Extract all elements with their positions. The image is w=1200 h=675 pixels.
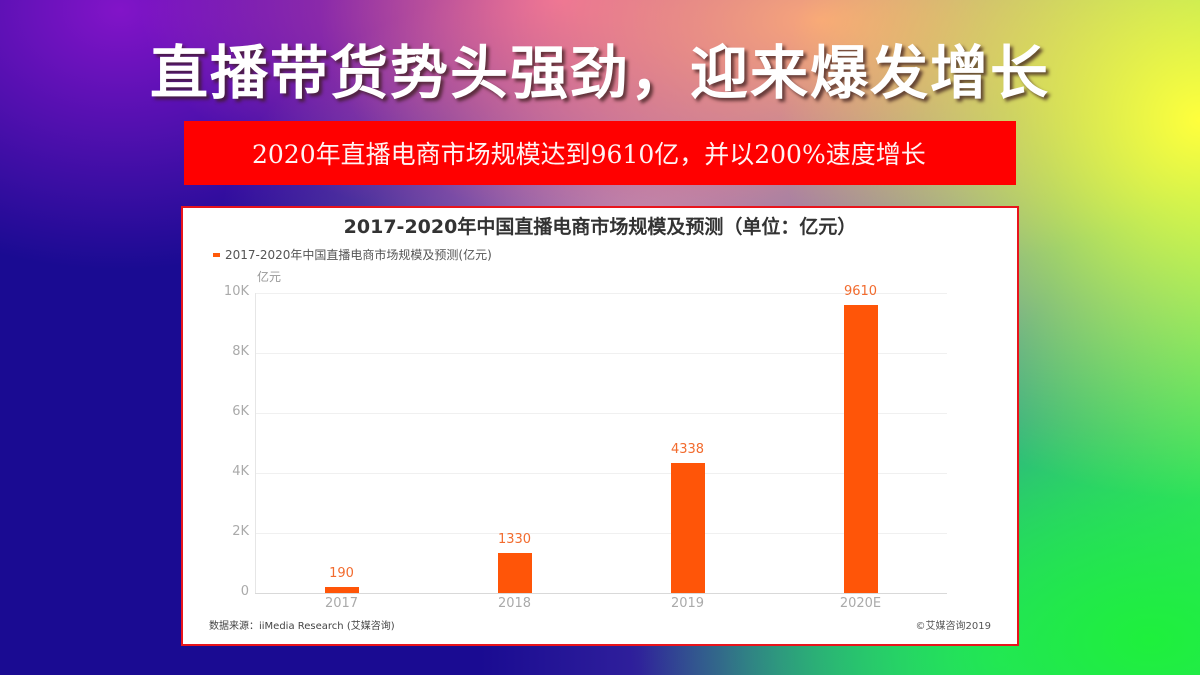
legend-label: 2017-2020年中国直播电商市场规模及预测(亿元) [225,248,492,262]
chart-legend[interactable]: 2017-2020年中国直播电商市场规模及预测(亿元) [213,246,492,263]
chart-title: 2017-2020年中国直播电商市场规模及预测（单位：亿元） [343,216,857,238]
headline-banner-text: 2020年直播电商市场规模达到9610亿，并以200%速度增长 [252,140,926,169]
bar-2018[interactable] [497,553,532,593]
x-tick-label: 2020E [839,596,882,611]
y-tick-label: 6K [232,404,249,419]
plot-area: 0 2K 4K 6K 8K 10K 190 2017 1330 2018 4338 2019 9610 2… [183,208,1017,644]
bar-value-label: 190 [329,566,354,582]
copyright-note: ©艾媒咨询2019 [915,621,991,632]
bar-2017[interactable] [324,587,359,593]
gridline [255,293,947,294]
x-axis-line [255,593,947,594]
y-tick-label: 10K [223,284,249,299]
data-source-note: 数据来源：iiMedia Research (艾媒咨询) [209,621,395,632]
x-tick-label: 2018 [497,596,532,611]
bar-2019[interactable] [670,462,705,593]
y-tick-label: 4K [232,464,249,479]
headline-banner: 2020年直播电商市场规模达到9610亿，并以200%速度增长 [184,121,1016,185]
gridline [255,473,947,474]
bar-value-label: 4338 [670,441,705,457]
y-tick-label: 8K [232,344,249,359]
slide-title: 直播带货势头强劲，迎来爆发增长 [149,39,1050,107]
chart-panel: 2017-2020年中国直播电商市场规模及预测（单位：亿元） 2017-2020… [181,206,1019,646]
x-tick-label: 2019 [670,596,705,611]
bar-value-label: 1330 [497,532,532,548]
gridline [255,533,947,534]
y-tick-label: 0 [240,584,249,599]
x-tick-label: 2017 [324,596,359,611]
y-tick-label: 2K [232,524,249,539]
bar-value-label: 9610 [843,283,878,299]
gridline [255,413,947,414]
gridline [255,353,947,354]
y-axis-line [255,293,256,593]
bar-2020E[interactable] [843,304,878,593]
y-axis-unit-label: 亿元 [257,270,282,284]
legend-swatch-icon [213,252,220,257]
